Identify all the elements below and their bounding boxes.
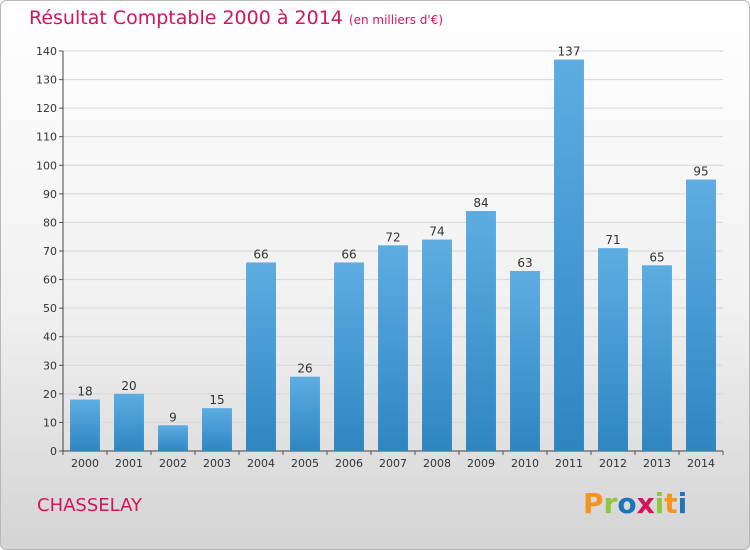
x-tick-label: 2014 xyxy=(687,457,715,470)
y-tick-label: 80 xyxy=(43,216,57,229)
x-tick-label: 2000 xyxy=(71,457,99,470)
bar xyxy=(334,262,364,451)
bar xyxy=(510,271,540,451)
x-tick-label: 2004 xyxy=(247,457,275,470)
logo-letter: i xyxy=(654,487,665,520)
data-label: 26 xyxy=(297,362,312,376)
data-label: 18 xyxy=(77,385,92,399)
bar xyxy=(246,262,276,451)
y-tick-label: 120 xyxy=(36,102,57,115)
chart-subtitle: (en milliers d'€) xyxy=(348,13,444,27)
x-tick-label: 2008 xyxy=(423,457,451,470)
y-tick-label: 140 xyxy=(36,45,57,58)
x-tick-label: 2002 xyxy=(159,457,187,470)
x-tick-label: 2001 xyxy=(115,457,143,470)
data-label: 84 xyxy=(473,196,488,210)
data-label: 71 xyxy=(605,233,620,247)
logo-letter: i xyxy=(677,487,688,520)
data-labels: 18 20 9 15 66 26 66 72 74 84 63 137 71 65 95 xyxy=(77,45,708,425)
bar xyxy=(378,245,408,451)
proxiti-logo: Proxiti xyxy=(583,487,687,520)
x-tick-label: 2013 xyxy=(643,457,671,470)
bars xyxy=(70,59,716,452)
data-label: 72 xyxy=(385,230,400,244)
data-label: 63 xyxy=(517,256,532,270)
x-tick-label: 2005 xyxy=(291,457,319,470)
data-label: 74 xyxy=(429,225,444,239)
data-label: 95 xyxy=(693,165,708,179)
y-tick-label: 90 xyxy=(43,188,57,201)
bar xyxy=(114,393,144,451)
chart-title-text: Résultat Comptable 2000 à 2014 xyxy=(29,7,343,29)
y-tick-label: 110 xyxy=(36,131,57,144)
data-label: 65 xyxy=(649,250,664,264)
data-label: 66 xyxy=(341,247,356,261)
bar xyxy=(642,265,672,451)
y-tick-label: 130 xyxy=(36,74,57,87)
y-tick-label: 100 xyxy=(36,159,57,172)
y-tick-label: 40 xyxy=(43,331,57,344)
x-tick-label: 2007 xyxy=(379,457,407,470)
data-label: 15 xyxy=(209,393,224,407)
data-label: 66 xyxy=(253,247,268,261)
data-label: 20 xyxy=(121,379,136,393)
logo-letter: P xyxy=(583,487,604,520)
y-tick-label: 60 xyxy=(43,274,57,287)
bar xyxy=(158,425,188,451)
logo-letter: x xyxy=(636,487,655,520)
y-tick-label: 30 xyxy=(43,359,57,372)
x-tick-label: 2009 xyxy=(467,457,495,470)
logo-letter: r xyxy=(603,487,618,520)
bar xyxy=(686,179,716,452)
bar xyxy=(70,399,100,451)
x-tick-label: 2011 xyxy=(555,457,583,470)
logo-letter: o xyxy=(617,487,637,520)
data-label: 9 xyxy=(169,410,177,424)
x-tick-label: 2010 xyxy=(511,457,539,470)
x-tick-label: 2006 xyxy=(335,457,363,470)
y-tick-label: 20 xyxy=(43,388,57,401)
y-tick-label: 50 xyxy=(43,302,57,315)
bar xyxy=(422,239,452,451)
bar xyxy=(466,211,496,451)
bar xyxy=(202,408,232,451)
y-tick-label: 10 xyxy=(43,416,57,429)
x-tick-label: 2003 xyxy=(203,457,231,470)
bar xyxy=(598,248,628,451)
chart-title: Résultat Comptable 2000 à 2014 (en millie… xyxy=(29,7,443,29)
commune-name: CHASSELAY xyxy=(37,495,142,516)
x-tick-label: 2012 xyxy=(599,457,627,470)
y-tick-label: 70 xyxy=(43,245,57,258)
bar xyxy=(554,59,584,451)
logo-letter: t xyxy=(664,487,678,520)
bar xyxy=(290,376,320,451)
y-tick-label: 0 xyxy=(50,445,57,458)
axes: 0 10 20 30 40 50 60 70 80 90 100 110 120 130 140 2000 20… xyxy=(36,45,724,470)
data-label: 137 xyxy=(558,45,581,59)
